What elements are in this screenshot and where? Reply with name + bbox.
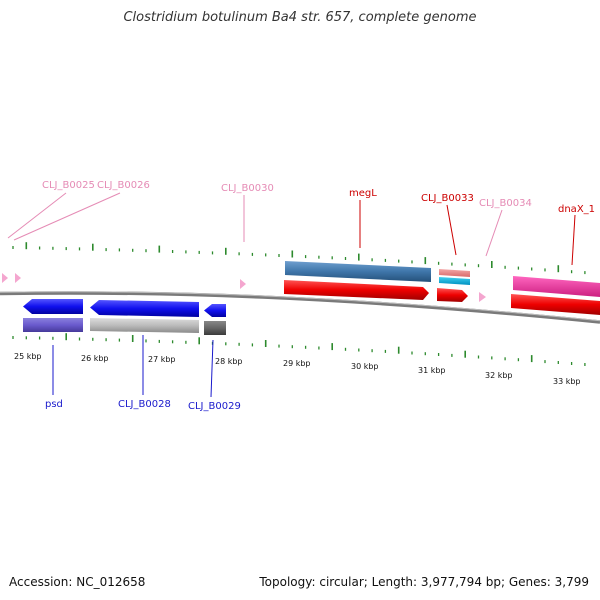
- gene-megl-cds: [285, 261, 431, 282]
- scale-label: 29 kbp: [283, 359, 311, 368]
- label-clj-b0030: CLJ_B0030: [221, 183, 274, 194]
- label-dnax-1: dnaX_1: [558, 204, 595, 215]
- scale-label: 32 kbp: [485, 371, 513, 380]
- gene-dnax-1-cds: [513, 276, 600, 297]
- inner-tick-row: [12, 333, 586, 366]
- scale-label: 25 kbp: [14, 352, 42, 361]
- gene-psd-cds: [23, 318, 83, 332]
- marker-arrow: [240, 279, 246, 289]
- scale-labels: 25 kbp 26 kbp 27 kbp 28 kbp 29 kbp 30 kbp 31 k…: [14, 352, 581, 386]
- marker-arrow: [479, 292, 486, 302]
- scale-label: 26 kbp: [81, 354, 109, 363]
- outer-tick-row: [12, 242, 586, 275]
- gene-clj-b0028-cds: [90, 318, 199, 333]
- scale-label: 28 kbp: [215, 357, 243, 366]
- label-clj-b0025: CLJ_B0025: [42, 180, 95, 191]
- label-clj-b0029: CLJ_B0029: [188, 401, 241, 412]
- genome-stats-text: Topology: circular; Length: 3,977,794 bp…: [259, 575, 589, 589]
- genome-backbone: [0, 291, 600, 324]
- label-psd: psd: [45, 399, 63, 410]
- label-clj-b0033: CLJ_B0033: [421, 193, 474, 204]
- gene-clj-b0033-cds: [439, 269, 470, 277]
- gene-clj-b0029-cds: [204, 321, 226, 335]
- label-megl: megL: [349, 188, 377, 199]
- gene-dnax-1-arrow: [511, 294, 600, 315]
- label-clj-b0028: CLJ_B0028: [118, 399, 171, 410]
- scale-label: 31 kbp: [418, 366, 446, 375]
- label-clj-b0026: CLJ_B0026: [97, 180, 150, 191]
- scale-label: 30 kbp: [351, 362, 379, 371]
- gene-clj-b0033-arrow: [437, 288, 468, 302]
- gene-psd-arrow: [23, 299, 83, 314]
- scale-label: 27 kbp: [148, 355, 176, 364]
- label-clj-b0034: CLJ_B0034: [479, 198, 532, 209]
- gene-clj-b0033-mrna: [439, 277, 470, 285]
- marker-arrow: [2, 273, 8, 283]
- marker-arrow: [15, 273, 21, 283]
- accession-text: Accession: NC_012658: [9, 575, 146, 589]
- gene-megl-arrow: [284, 280, 429, 300]
- label-leader-lines: [7, 192, 576, 398]
- scale-label: 33 kbp: [553, 377, 581, 386]
- map-title: Clostridium botulinum Ba4 str. 657, comp…: [123, 10, 477, 25]
- gene-clj-b0028-arrow: [90, 300, 199, 317]
- gene-clj-b0029-arrow: [204, 304, 226, 317]
